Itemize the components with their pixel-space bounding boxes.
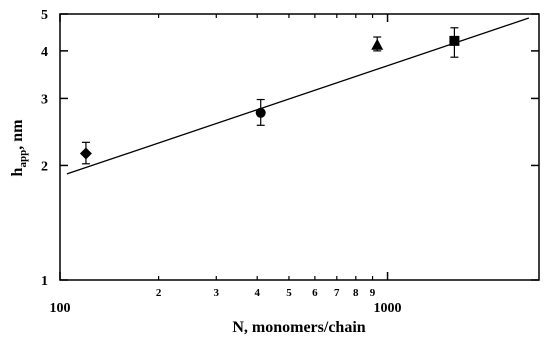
square-marker (449, 35, 460, 46)
x-minor-tick-label: 8 (353, 287, 359, 299)
y-tick-label: 1 (41, 274, 48, 289)
data-point-circle (255, 98, 266, 126)
triangle-marker (371, 38, 384, 50)
x-minor-tick-label: 7 (334, 287, 340, 299)
data-point-triangle (371, 36, 384, 52)
x-minor-tick-label: 4 (254, 287, 260, 299)
plot-frame (59, 13, 540, 281)
circle-marker (255, 107, 266, 118)
data-points (79, 27, 460, 165)
y-tick-label: 3 (41, 92, 48, 107)
x-minor-tick-label: 6 (312, 287, 318, 299)
x-major-tick-label: 1000 (374, 301, 402, 316)
fit-line-group (66, 17, 530, 175)
x-major-tick-label: 100 (50, 301, 71, 316)
x-minor-tick-label: 5 (286, 287, 292, 299)
y-tick-label: 2 (41, 159, 48, 174)
x-minor-tick-label: 3 (214, 287, 220, 299)
y-axis-title-text: happ, nm (9, 119, 29, 177)
x-minor-tick-label: 2 (156, 287, 162, 299)
x-minor-tick-label: 9 (370, 287, 376, 299)
x-axis-title: N, monomers/chain (232, 319, 365, 336)
y-axis-title: happ, nm (9, 119, 29, 177)
y-tick-label: 5 (41, 8, 48, 23)
y-tick-label: 4 (41, 45, 48, 60)
fit-line (66, 17, 530, 175)
axis-ticks: 1 2 3 4 5 100 1000 2 3 4 5 6 7 8 9 (41, 8, 539, 316)
data-point-square (449, 27, 460, 58)
data-point-diamond (79, 141, 92, 165)
diamond-marker (79, 147, 92, 160)
